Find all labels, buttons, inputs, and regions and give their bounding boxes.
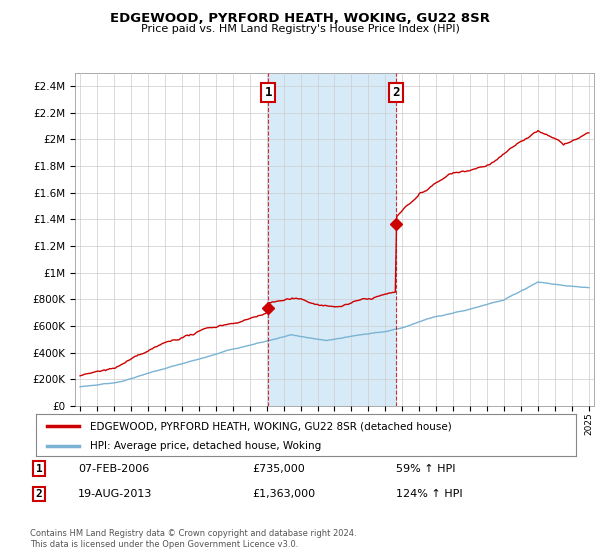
Text: 2: 2	[35, 489, 43, 499]
Text: Price paid vs. HM Land Registry's House Price Index (HPI): Price paid vs. HM Land Registry's House …	[140, 24, 460, 34]
Text: EDGEWOOD, PYRFORD HEATH, WOKING, GU22 8SR (detached house): EDGEWOOD, PYRFORD HEATH, WOKING, GU22 8S…	[90, 421, 452, 431]
Text: 07-FEB-2006: 07-FEB-2006	[78, 464, 149, 474]
Text: £1,363,000: £1,363,000	[252, 489, 315, 499]
Text: Contains HM Land Registry data © Crown copyright and database right 2024.
This d: Contains HM Land Registry data © Crown c…	[30, 529, 356, 549]
Text: 1: 1	[265, 86, 272, 99]
Text: HPI: Average price, detached house, Woking: HPI: Average price, detached house, Woki…	[90, 441, 321, 451]
Bar	[268, 73, 396, 406]
Text: £735,000: £735,000	[252, 464, 305, 474]
Text: EDGEWOOD, PYRFORD HEATH, WOKING, GU22 8SR: EDGEWOOD, PYRFORD HEATH, WOKING, GU22 8S…	[110, 12, 490, 25]
Text: 59% ↑ HPI: 59% ↑ HPI	[396, 464, 455, 474]
Text: 124% ↑ HPI: 124% ↑ HPI	[396, 489, 463, 499]
Text: 2: 2	[392, 86, 400, 99]
Text: 19-AUG-2013: 19-AUG-2013	[78, 489, 152, 499]
Text: 1: 1	[35, 464, 43, 474]
